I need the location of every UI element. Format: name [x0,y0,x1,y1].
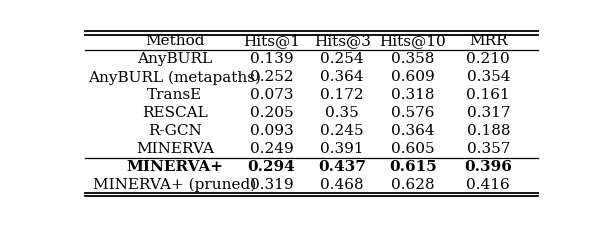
Text: 0.249: 0.249 [250,142,294,156]
Text: 0.188: 0.188 [466,124,510,138]
Text: 0.245: 0.245 [320,124,364,138]
Text: 0.172: 0.172 [320,88,364,102]
Text: 0.073: 0.073 [250,88,293,102]
Text: AnyBURL: AnyBURL [137,52,213,66]
Text: 0.205: 0.205 [250,106,294,120]
Text: 0.35: 0.35 [325,106,359,120]
Text: TransE: TransE [147,88,202,102]
Text: MRR: MRR [469,34,508,48]
Text: 0.391: 0.391 [320,142,364,156]
Text: 0.609: 0.609 [391,70,435,84]
Text: 0.437: 0.437 [319,160,366,174]
Text: 0.317: 0.317 [466,106,510,120]
Text: 0.468: 0.468 [320,178,364,192]
Text: 0.364: 0.364 [391,124,435,138]
Text: Hits@3: Hits@3 [314,34,371,48]
Text: 0.576: 0.576 [391,106,435,120]
Text: 0.252: 0.252 [250,70,294,84]
Text: MINERVA+ (pruned): MINERVA+ (pruned) [93,178,257,192]
Text: AnyBURL (metapaths): AnyBURL (metapaths) [88,70,261,84]
Text: 0.364: 0.364 [320,70,364,84]
Text: 0.093: 0.093 [250,124,294,138]
Text: 0.210: 0.210 [466,52,510,66]
Text: 0.139: 0.139 [250,52,294,66]
Text: RESCAL: RESCAL [142,106,208,120]
Text: 0.357: 0.357 [466,142,510,156]
Text: MINERVA+: MINERVA+ [126,160,224,174]
Text: Hits@10: Hits@10 [379,34,446,48]
Text: 0.416: 0.416 [466,178,510,192]
Text: 0.254: 0.254 [320,52,364,66]
Text: R-GCN: R-GCN [148,124,202,138]
Text: 0.161: 0.161 [466,88,510,102]
Text: 0.319: 0.319 [250,178,294,192]
Text: 0.396: 0.396 [465,160,512,174]
Text: 0.294: 0.294 [247,160,295,174]
Text: 0.605: 0.605 [391,142,435,156]
Text: 0.354: 0.354 [466,70,510,84]
Text: Method: Method [145,34,205,48]
Text: Hits@1: Hits@1 [243,34,300,48]
Text: 0.628: 0.628 [391,178,435,192]
Text: 0.615: 0.615 [389,160,437,174]
Text: 0.358: 0.358 [391,52,435,66]
Text: 0.318: 0.318 [391,88,435,102]
Text: MINERVA: MINERVA [136,142,214,156]
